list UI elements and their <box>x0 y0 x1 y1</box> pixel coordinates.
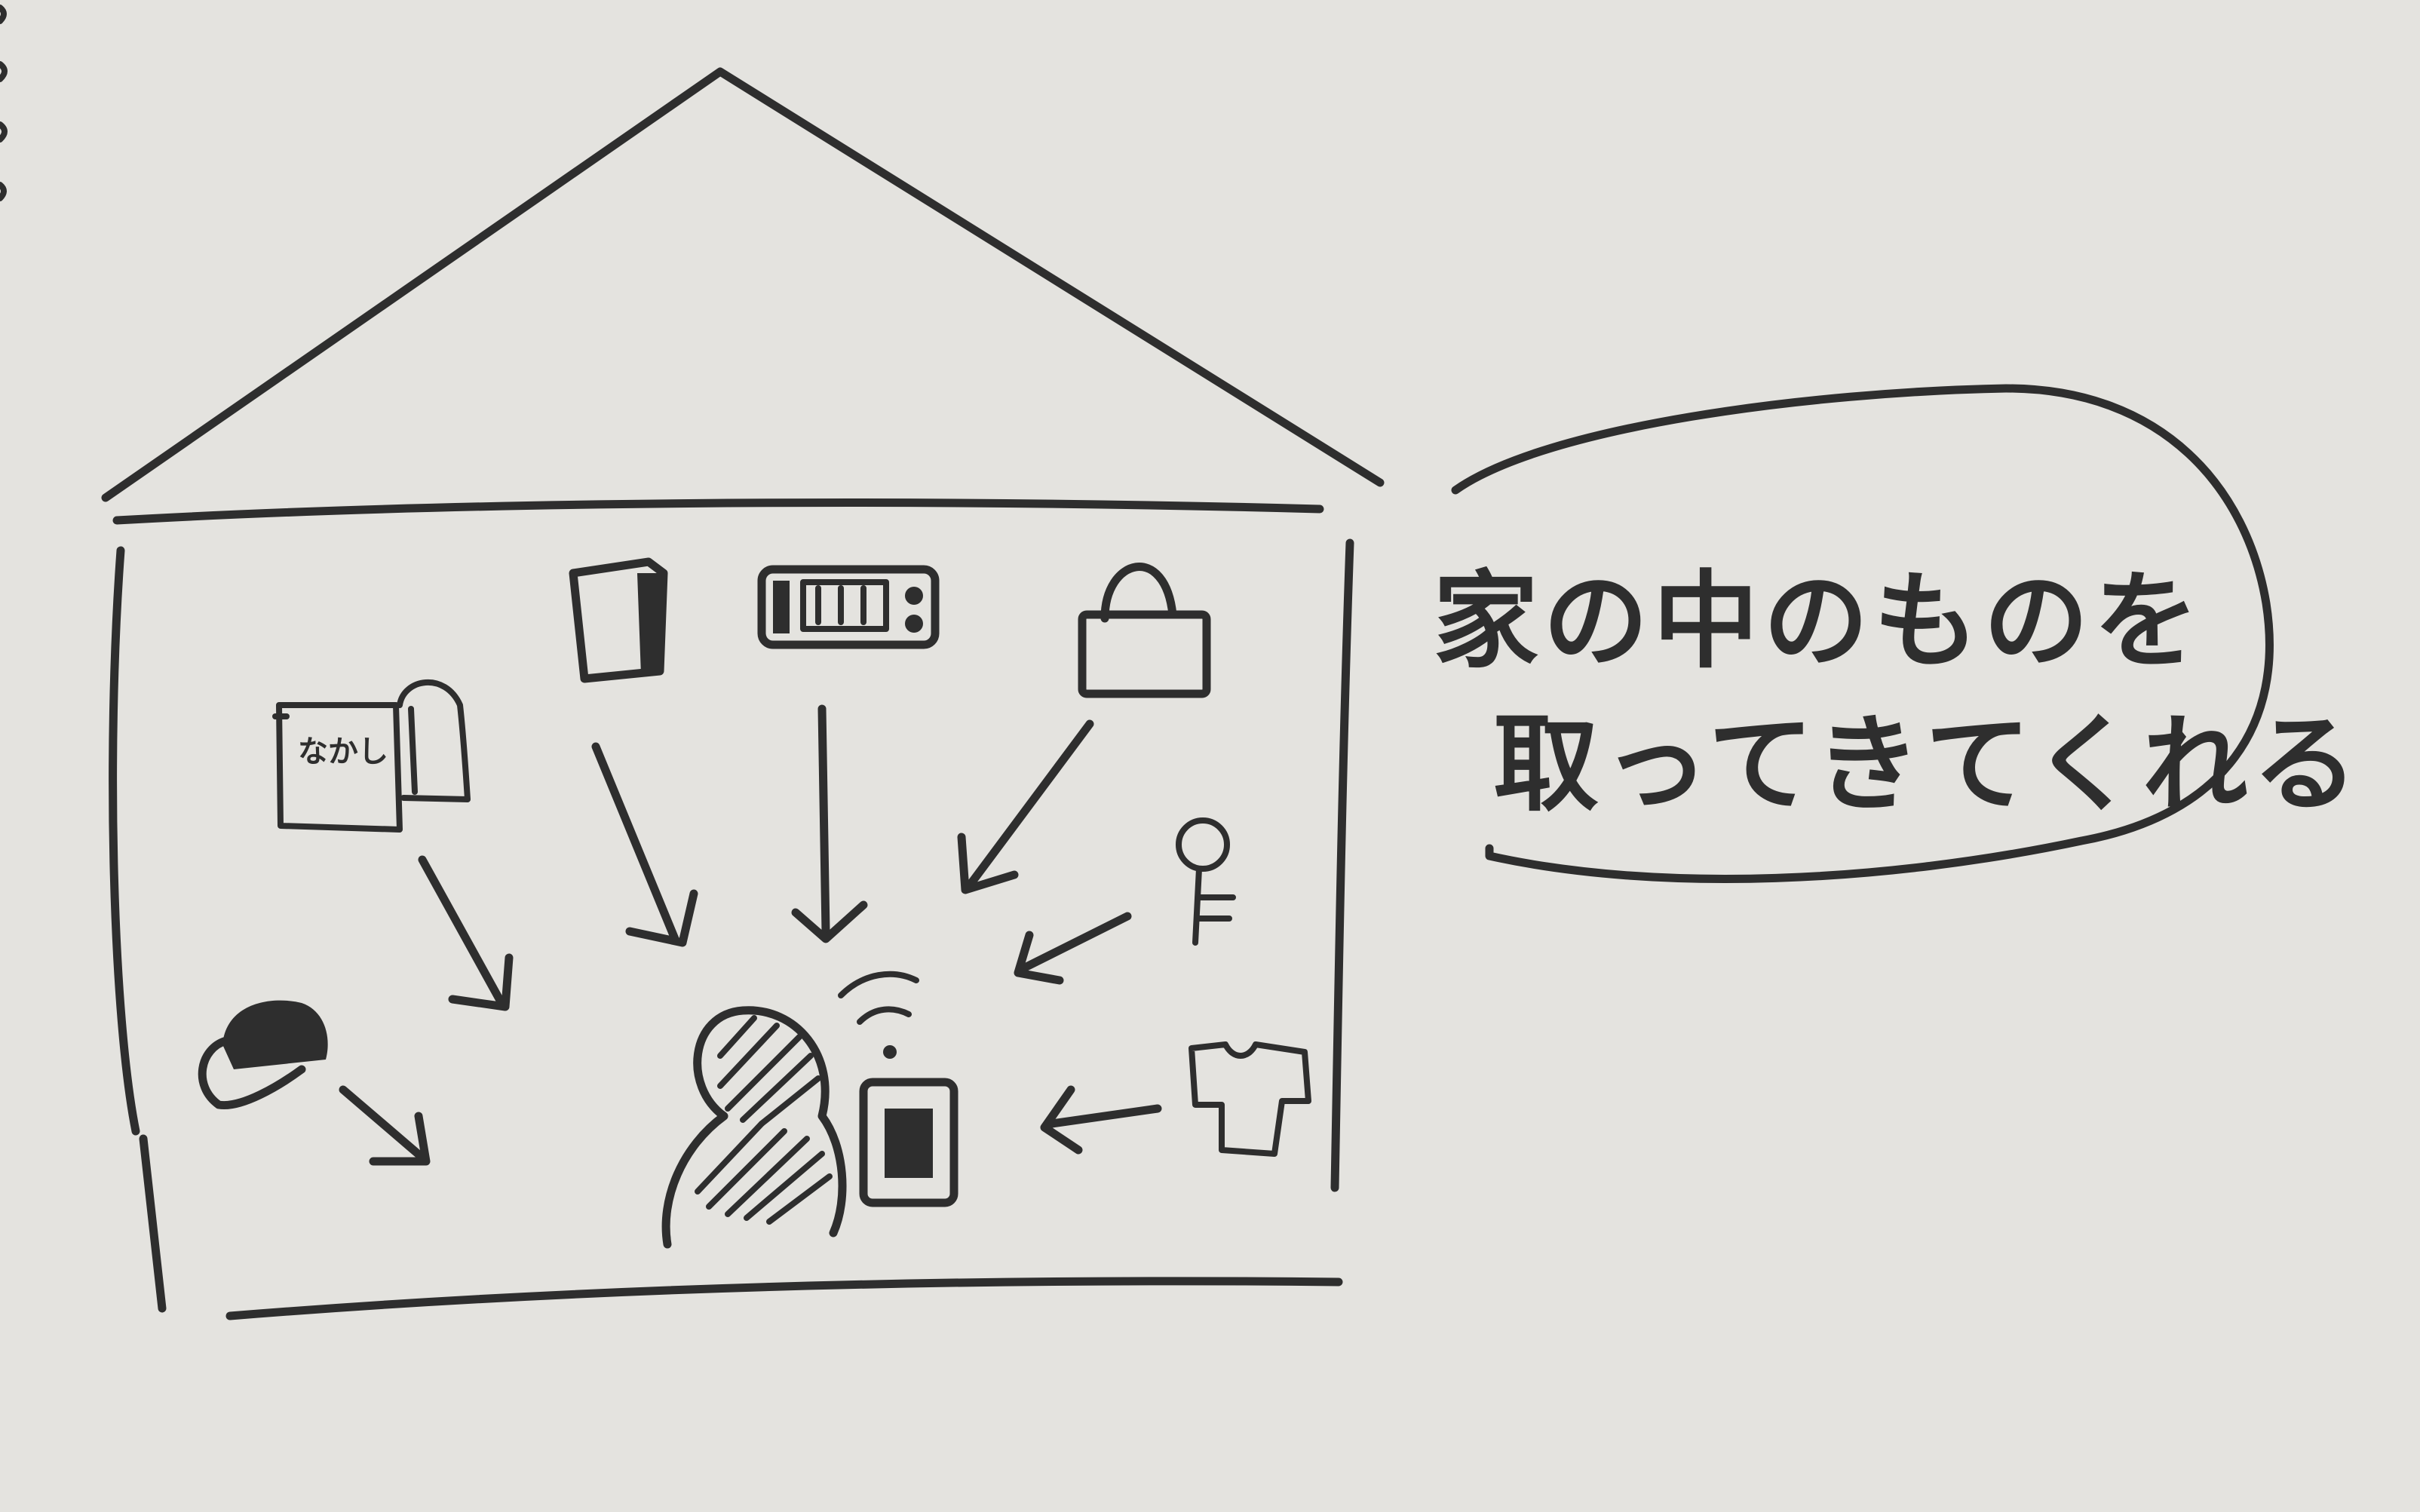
speech-bubble <box>1451 384 2274 883</box>
arrow-book-to-person <box>418 855 514 1011</box>
book-icon: なかし <box>272 679 471 833</box>
key-icon <box>1176 817 1236 946</box>
smartphone-icon <box>859 1078 958 1207</box>
microwave-icon <box>757 565 940 649</box>
wifi-signal-icon <box>838 971 919 1059</box>
box-icon <box>569 557 668 683</box>
house-ceiling <box>112 498 1324 525</box>
arrow-microwave-to-person <box>791 704 868 943</box>
speech-text: 家の中のものを 取ってきてくれる <box>1433 551 2363 837</box>
speech-line-2: 取ってきてくれる <box>1493 704 2363 827</box>
arrow-cap-to-person <box>339 1085 431 1166</box>
book-label: なかし <box>298 735 388 769</box>
arrow-key-to-person <box>1014 912 1132 985</box>
arrow-box-to-person <box>591 742 698 947</box>
house-left-wall <box>109 546 167 1313</box>
notebook-spiral-marks <box>0 5 8 201</box>
tshirt-icon <box>1189 1041 1311 1157</box>
arrow-lock-to-person <box>957 719 1094 894</box>
lock-icon <box>1078 563 1211 698</box>
speech-line-1: 家の中のものを <box>1433 560 2204 683</box>
house-roof <box>101 67 1385 502</box>
cap-icon <box>198 1000 328 1110</box>
person-icon <box>661 1006 847 1249</box>
house-right-wall <box>1330 538 1354 1192</box>
house-floor <box>225 1277 1343 1320</box>
arrow-tshirt-to-person <box>1040 1085 1162 1155</box>
